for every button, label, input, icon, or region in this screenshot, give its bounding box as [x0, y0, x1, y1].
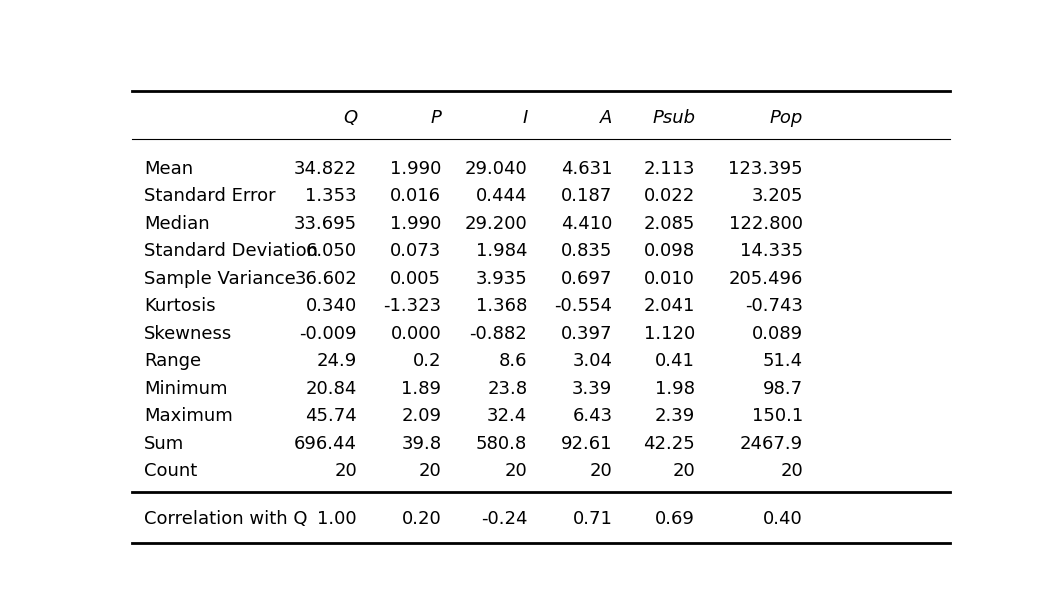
Text: -0.882: -0.882 [470, 325, 527, 343]
Text: 29.200: 29.200 [465, 215, 527, 233]
Text: 1.368: 1.368 [476, 298, 527, 315]
Text: Skewness: Skewness [145, 325, 232, 343]
Text: 1.98: 1.98 [655, 380, 695, 398]
Text: 0.444: 0.444 [476, 187, 527, 205]
Text: 45.74: 45.74 [305, 407, 357, 426]
Text: 20: 20 [780, 463, 803, 480]
Text: 580.8: 580.8 [476, 435, 527, 453]
Text: 42.25: 42.25 [643, 435, 695, 453]
Text: Maximum: Maximum [145, 407, 233, 426]
Text: 1.984: 1.984 [476, 242, 527, 261]
Text: 0.098: 0.098 [644, 242, 695, 261]
Text: 6.43: 6.43 [572, 407, 612, 426]
Text: 0.010: 0.010 [644, 270, 695, 288]
Text: 3.935: 3.935 [475, 270, 527, 288]
Text: 0.40: 0.40 [763, 510, 803, 528]
Text: Pop: Pop [770, 108, 803, 126]
Text: 1.353: 1.353 [305, 187, 357, 205]
Text: Kurtosis: Kurtosis [145, 298, 215, 315]
Text: 0.016: 0.016 [391, 187, 441, 205]
Text: 122.800: 122.800 [729, 215, 803, 233]
Text: 3.39: 3.39 [572, 380, 612, 398]
Text: 20: 20 [505, 463, 527, 480]
Text: 3.04: 3.04 [572, 352, 612, 370]
Text: 123.395: 123.395 [729, 160, 803, 178]
Text: 0.41: 0.41 [655, 352, 695, 370]
Text: 2.085: 2.085 [644, 215, 695, 233]
Text: 24.9: 24.9 [317, 352, 357, 370]
Text: 0.20: 0.20 [401, 510, 441, 528]
Text: 0.000: 0.000 [391, 325, 441, 343]
Text: 0.71: 0.71 [572, 510, 612, 528]
Text: Standard Deviation: Standard Deviation [145, 242, 318, 261]
Text: Count: Count [145, 463, 197, 480]
Text: I: I [522, 108, 527, 126]
Text: 92.61: 92.61 [561, 435, 612, 453]
Text: 98.7: 98.7 [763, 380, 803, 398]
Text: Q: Q [343, 108, 357, 126]
Text: 1.120: 1.120 [644, 325, 695, 343]
Text: 23.8: 23.8 [487, 380, 527, 398]
Text: 205.496: 205.496 [729, 270, 803, 288]
Text: 0.022: 0.022 [644, 187, 695, 205]
Text: 6.050: 6.050 [306, 242, 357, 261]
Text: Sum: Sum [145, 435, 185, 453]
Text: 0.187: 0.187 [561, 187, 612, 205]
Text: Minimum: Minimum [145, 380, 228, 398]
Text: 2.113: 2.113 [643, 160, 695, 178]
Text: -0.743: -0.743 [746, 298, 803, 315]
Text: 33.695: 33.695 [294, 215, 357, 233]
Text: P: P [431, 108, 441, 126]
Text: 0.835: 0.835 [561, 242, 612, 261]
Text: 2.39: 2.39 [655, 407, 695, 426]
Text: 20: 20 [589, 463, 612, 480]
Text: -1.323: -1.323 [383, 298, 441, 315]
Text: 14.335: 14.335 [740, 242, 803, 261]
Text: -0.554: -0.554 [554, 298, 612, 315]
Text: A: A [600, 108, 612, 126]
Text: 2467.9: 2467.9 [740, 435, 803, 453]
Text: Sample Variance: Sample Variance [145, 270, 296, 288]
Text: 20.84: 20.84 [305, 380, 357, 398]
Text: 0.2: 0.2 [413, 352, 441, 370]
Text: 32.4: 32.4 [487, 407, 527, 426]
Text: 696.44: 696.44 [294, 435, 357, 453]
Text: 20: 20 [335, 463, 357, 480]
Text: 3.205: 3.205 [752, 187, 803, 205]
Text: 36.602: 36.602 [295, 270, 357, 288]
Text: -0.24: -0.24 [480, 510, 527, 528]
Text: 0.073: 0.073 [390, 242, 441, 261]
Text: 1.990: 1.990 [390, 215, 441, 233]
Text: 20: 20 [418, 463, 441, 480]
Text: 2.09: 2.09 [401, 407, 441, 426]
Text: 8.6: 8.6 [498, 352, 527, 370]
Text: Standard Error: Standard Error [145, 187, 276, 205]
Text: 1.00: 1.00 [318, 510, 357, 528]
Text: 0.005: 0.005 [391, 270, 441, 288]
Text: 0.397: 0.397 [561, 325, 612, 343]
Text: 1.990: 1.990 [390, 160, 441, 178]
Text: Psub: Psub [652, 108, 695, 126]
Text: 20: 20 [673, 463, 695, 480]
Text: 1.89: 1.89 [401, 380, 441, 398]
Text: 29.040: 29.040 [465, 160, 527, 178]
Text: 51.4: 51.4 [763, 352, 803, 370]
Text: 0.69: 0.69 [655, 510, 695, 528]
Text: Correlation with Q: Correlation with Q [145, 510, 307, 528]
Text: Median: Median [145, 215, 210, 233]
Text: 0.697: 0.697 [561, 270, 612, 288]
Text: 39.8: 39.8 [401, 435, 441, 453]
Text: 4.631: 4.631 [561, 160, 612, 178]
Text: 4.410: 4.410 [561, 215, 612, 233]
Text: -0.009: -0.009 [300, 325, 357, 343]
Text: 150.1: 150.1 [752, 407, 803, 426]
Text: 0.089: 0.089 [752, 325, 803, 343]
Text: 34.822: 34.822 [294, 160, 357, 178]
Text: 2.041: 2.041 [644, 298, 695, 315]
Text: Range: Range [145, 352, 202, 370]
Text: Mean: Mean [145, 160, 193, 178]
Text: 0.340: 0.340 [306, 298, 357, 315]
